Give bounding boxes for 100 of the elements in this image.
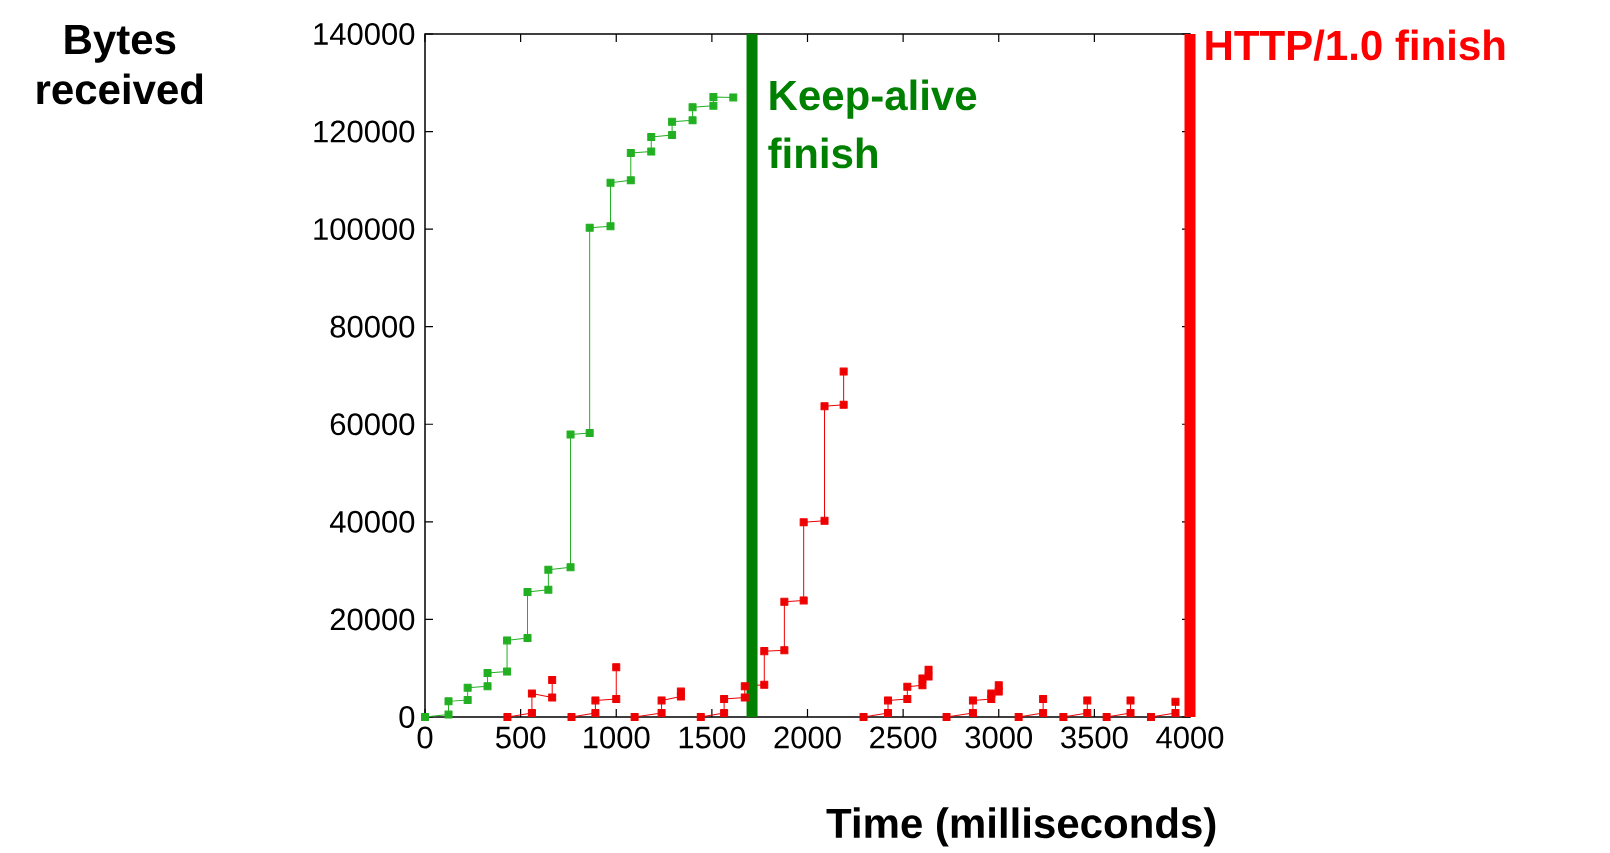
point xyxy=(720,709,729,718)
y-tick-label: 120000 xyxy=(314,120,415,143)
point xyxy=(709,101,718,110)
point xyxy=(483,669,492,678)
point xyxy=(1126,709,1135,718)
point xyxy=(626,149,635,158)
x-tick-label: 1000 xyxy=(584,726,650,749)
point xyxy=(421,712,429,721)
ref-line-label: HTTP/1.0 finish xyxy=(1206,29,1505,61)
point xyxy=(544,565,553,574)
x-tick-label: 3500 xyxy=(1061,726,1128,749)
point xyxy=(647,132,656,141)
point xyxy=(1126,696,1135,705)
point xyxy=(626,176,635,185)
point xyxy=(884,696,893,705)
point xyxy=(720,694,729,703)
point xyxy=(566,430,575,439)
point xyxy=(924,672,933,681)
point xyxy=(903,694,912,703)
x-tick-label: 2500 xyxy=(870,726,937,749)
point xyxy=(606,222,615,231)
point xyxy=(740,682,749,691)
ref-line-label: Keep-alive finish xyxy=(768,79,977,169)
y-tick-label: 40000 xyxy=(329,510,415,533)
point xyxy=(994,681,1003,690)
point xyxy=(523,633,532,642)
point xyxy=(647,147,656,156)
point xyxy=(760,647,769,656)
point xyxy=(884,709,893,718)
point xyxy=(544,585,553,594)
point xyxy=(585,429,594,438)
point xyxy=(859,712,868,721)
point xyxy=(1171,709,1180,718)
point xyxy=(483,682,492,691)
point xyxy=(729,93,738,102)
point xyxy=(503,712,512,721)
point xyxy=(1039,694,1048,703)
point xyxy=(1014,712,1023,721)
point xyxy=(527,689,536,698)
point xyxy=(463,683,472,692)
point xyxy=(942,712,951,721)
point xyxy=(987,689,996,698)
point xyxy=(444,710,453,719)
y-tick-label: 140000 xyxy=(314,23,415,45)
point xyxy=(820,402,829,411)
point xyxy=(657,696,666,705)
point xyxy=(606,178,615,187)
point xyxy=(968,709,977,718)
point xyxy=(1083,709,1092,718)
x-tick-label: 500 xyxy=(496,726,546,749)
y-tick-label: 80000 xyxy=(330,315,415,338)
x-tick-label: 1500 xyxy=(679,726,746,749)
y-tick-label: 60000 xyxy=(330,413,415,436)
point xyxy=(760,680,769,689)
point xyxy=(548,693,557,702)
point xyxy=(591,696,600,705)
point xyxy=(668,117,677,126)
point xyxy=(839,367,848,376)
point xyxy=(740,693,749,702)
point xyxy=(612,663,621,672)
y-tick-label: 20000 xyxy=(330,608,415,631)
point xyxy=(1146,712,1155,721)
point xyxy=(839,400,848,409)
x-axis-title: Time (milliseconds) xyxy=(826,807,1216,847)
point xyxy=(591,709,600,718)
point xyxy=(1039,709,1048,718)
point xyxy=(444,697,453,706)
x-tick-label: 0 xyxy=(417,726,433,749)
point xyxy=(780,646,789,655)
point xyxy=(968,696,977,705)
point xyxy=(1102,712,1111,721)
point xyxy=(612,694,621,703)
point xyxy=(657,709,666,718)
point xyxy=(566,563,575,572)
point xyxy=(688,116,697,125)
point xyxy=(709,92,718,101)
point xyxy=(799,518,808,527)
point xyxy=(696,712,705,721)
point xyxy=(688,103,697,112)
y-tick-label: 0 xyxy=(399,706,415,728)
point xyxy=(1083,696,1092,705)
y-tick-label: 100000 xyxy=(314,218,415,241)
point xyxy=(463,695,472,704)
point xyxy=(903,682,912,691)
point xyxy=(527,709,536,718)
point xyxy=(676,687,685,696)
point xyxy=(503,636,512,645)
y-axis-title: Bytes received xyxy=(37,25,203,105)
point xyxy=(780,597,789,606)
x-tick-label: 2000 xyxy=(774,726,841,749)
point xyxy=(820,516,829,525)
point xyxy=(585,223,594,232)
x-tick-label: 3000 xyxy=(965,726,1032,749)
point xyxy=(1059,712,1068,721)
point xyxy=(503,667,512,676)
point xyxy=(799,596,808,605)
point xyxy=(668,130,677,139)
point xyxy=(630,712,639,721)
point xyxy=(1171,697,1180,706)
point xyxy=(523,588,532,597)
